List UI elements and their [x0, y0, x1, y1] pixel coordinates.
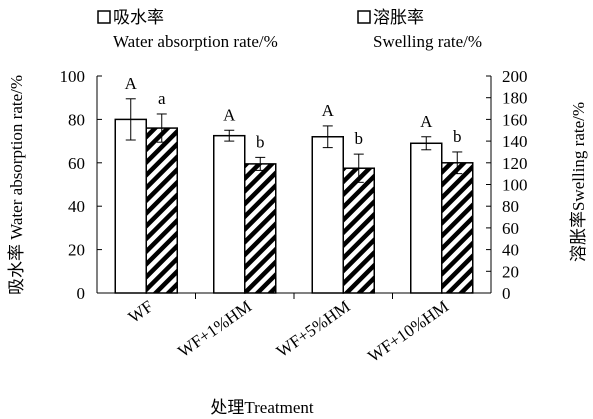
significance-label-series-1: b [256, 132, 265, 151]
bar-series-1 [342, 167, 375, 294]
category-label: WF+1%HM [174, 297, 255, 361]
legend-label-zh-series-1: 溶胀率 [373, 8, 424, 27]
significance-label-series-0: A [223, 105, 236, 124]
category-label: WF+10%HM [364, 297, 452, 366]
bar-series-0 [114, 118, 147, 294]
right-y-tick-label: 80 [502, 197, 519, 216]
category-label: WF [125, 297, 157, 327]
significance-label-series-1: b [355, 129, 364, 148]
left-y-tick-label: 80 [68, 110, 85, 129]
right-y-tick-label: 200 [502, 67, 528, 86]
significance-label-series-1: a [158, 89, 166, 108]
bars: Aa Ab Ab Ab [114, 74, 474, 294]
left-y-tick-label: 100 [60, 67, 86, 86]
significance-label-series-1: b [453, 127, 462, 146]
legend-swatch-series-1 [357, 10, 371, 24]
right-y-tick-label: 60 [502, 219, 519, 238]
left-y-tick-label: 0 [77, 284, 86, 303]
y-axis-title-left: 吸水率 Water absorption rate/% [7, 75, 26, 295]
category-label: WF+5%HM [273, 297, 354, 361]
right-y-tick-label: 180 [502, 89, 528, 108]
bar-series-1 [244, 163, 277, 294]
significance-label-series-0: A [420, 112, 433, 131]
significance-label-series-0: A [322, 101, 335, 120]
right-y-tick-label: 20 [502, 262, 519, 281]
y-axis-title-right: 溶胀率Swelling rate/% [569, 102, 588, 262]
left-y-tick-label: 60 [68, 154, 85, 173]
right-y-ticks: 0 20 40 60 80 100 120 140 160 180 200 [486, 67, 528, 303]
bar-series-0 [213, 134, 246, 294]
category-labels: WF WF+1%HM WF+5%HM WF+10%HM [125, 297, 452, 366]
bar-series-1 [145, 127, 178, 294]
left-y-tick-label: 20 [68, 241, 85, 260]
right-y-tick-label: 120 [502, 154, 528, 173]
legend: 吸水率 Water absorption rate/% 溶胀率 Swelling… [97, 8, 482, 51]
right-y-tick-label: 100 [502, 176, 528, 195]
legend-label-zh-series-0: 吸水率 [113, 8, 164, 27]
right-y-tick-label: 0 [502, 284, 511, 303]
bar-series-0 [311, 136, 344, 294]
x-axis-title: 处理Treatment [210, 398, 314, 417]
x-ticks [195, 293, 393, 299]
legend-label-en-series-0: Water absorption rate/% [113, 32, 278, 51]
significance-label-series-0: A [125, 74, 138, 93]
bar-series-1 [441, 162, 474, 294]
right-y-tick-label: 160 [502, 110, 528, 129]
left-y-tick-label: 40 [68, 197, 85, 216]
bar-series-0 [410, 142, 443, 294]
legend-label-en-series-1: Swelling rate/% [373, 32, 482, 51]
legend-swatch-series-0 [97, 10, 111, 24]
right-y-tick-label: 40 [502, 241, 519, 260]
right-y-tick-label: 140 [502, 132, 528, 151]
left-y-ticks: 0 20 40 60 80 100 [60, 67, 102, 303]
